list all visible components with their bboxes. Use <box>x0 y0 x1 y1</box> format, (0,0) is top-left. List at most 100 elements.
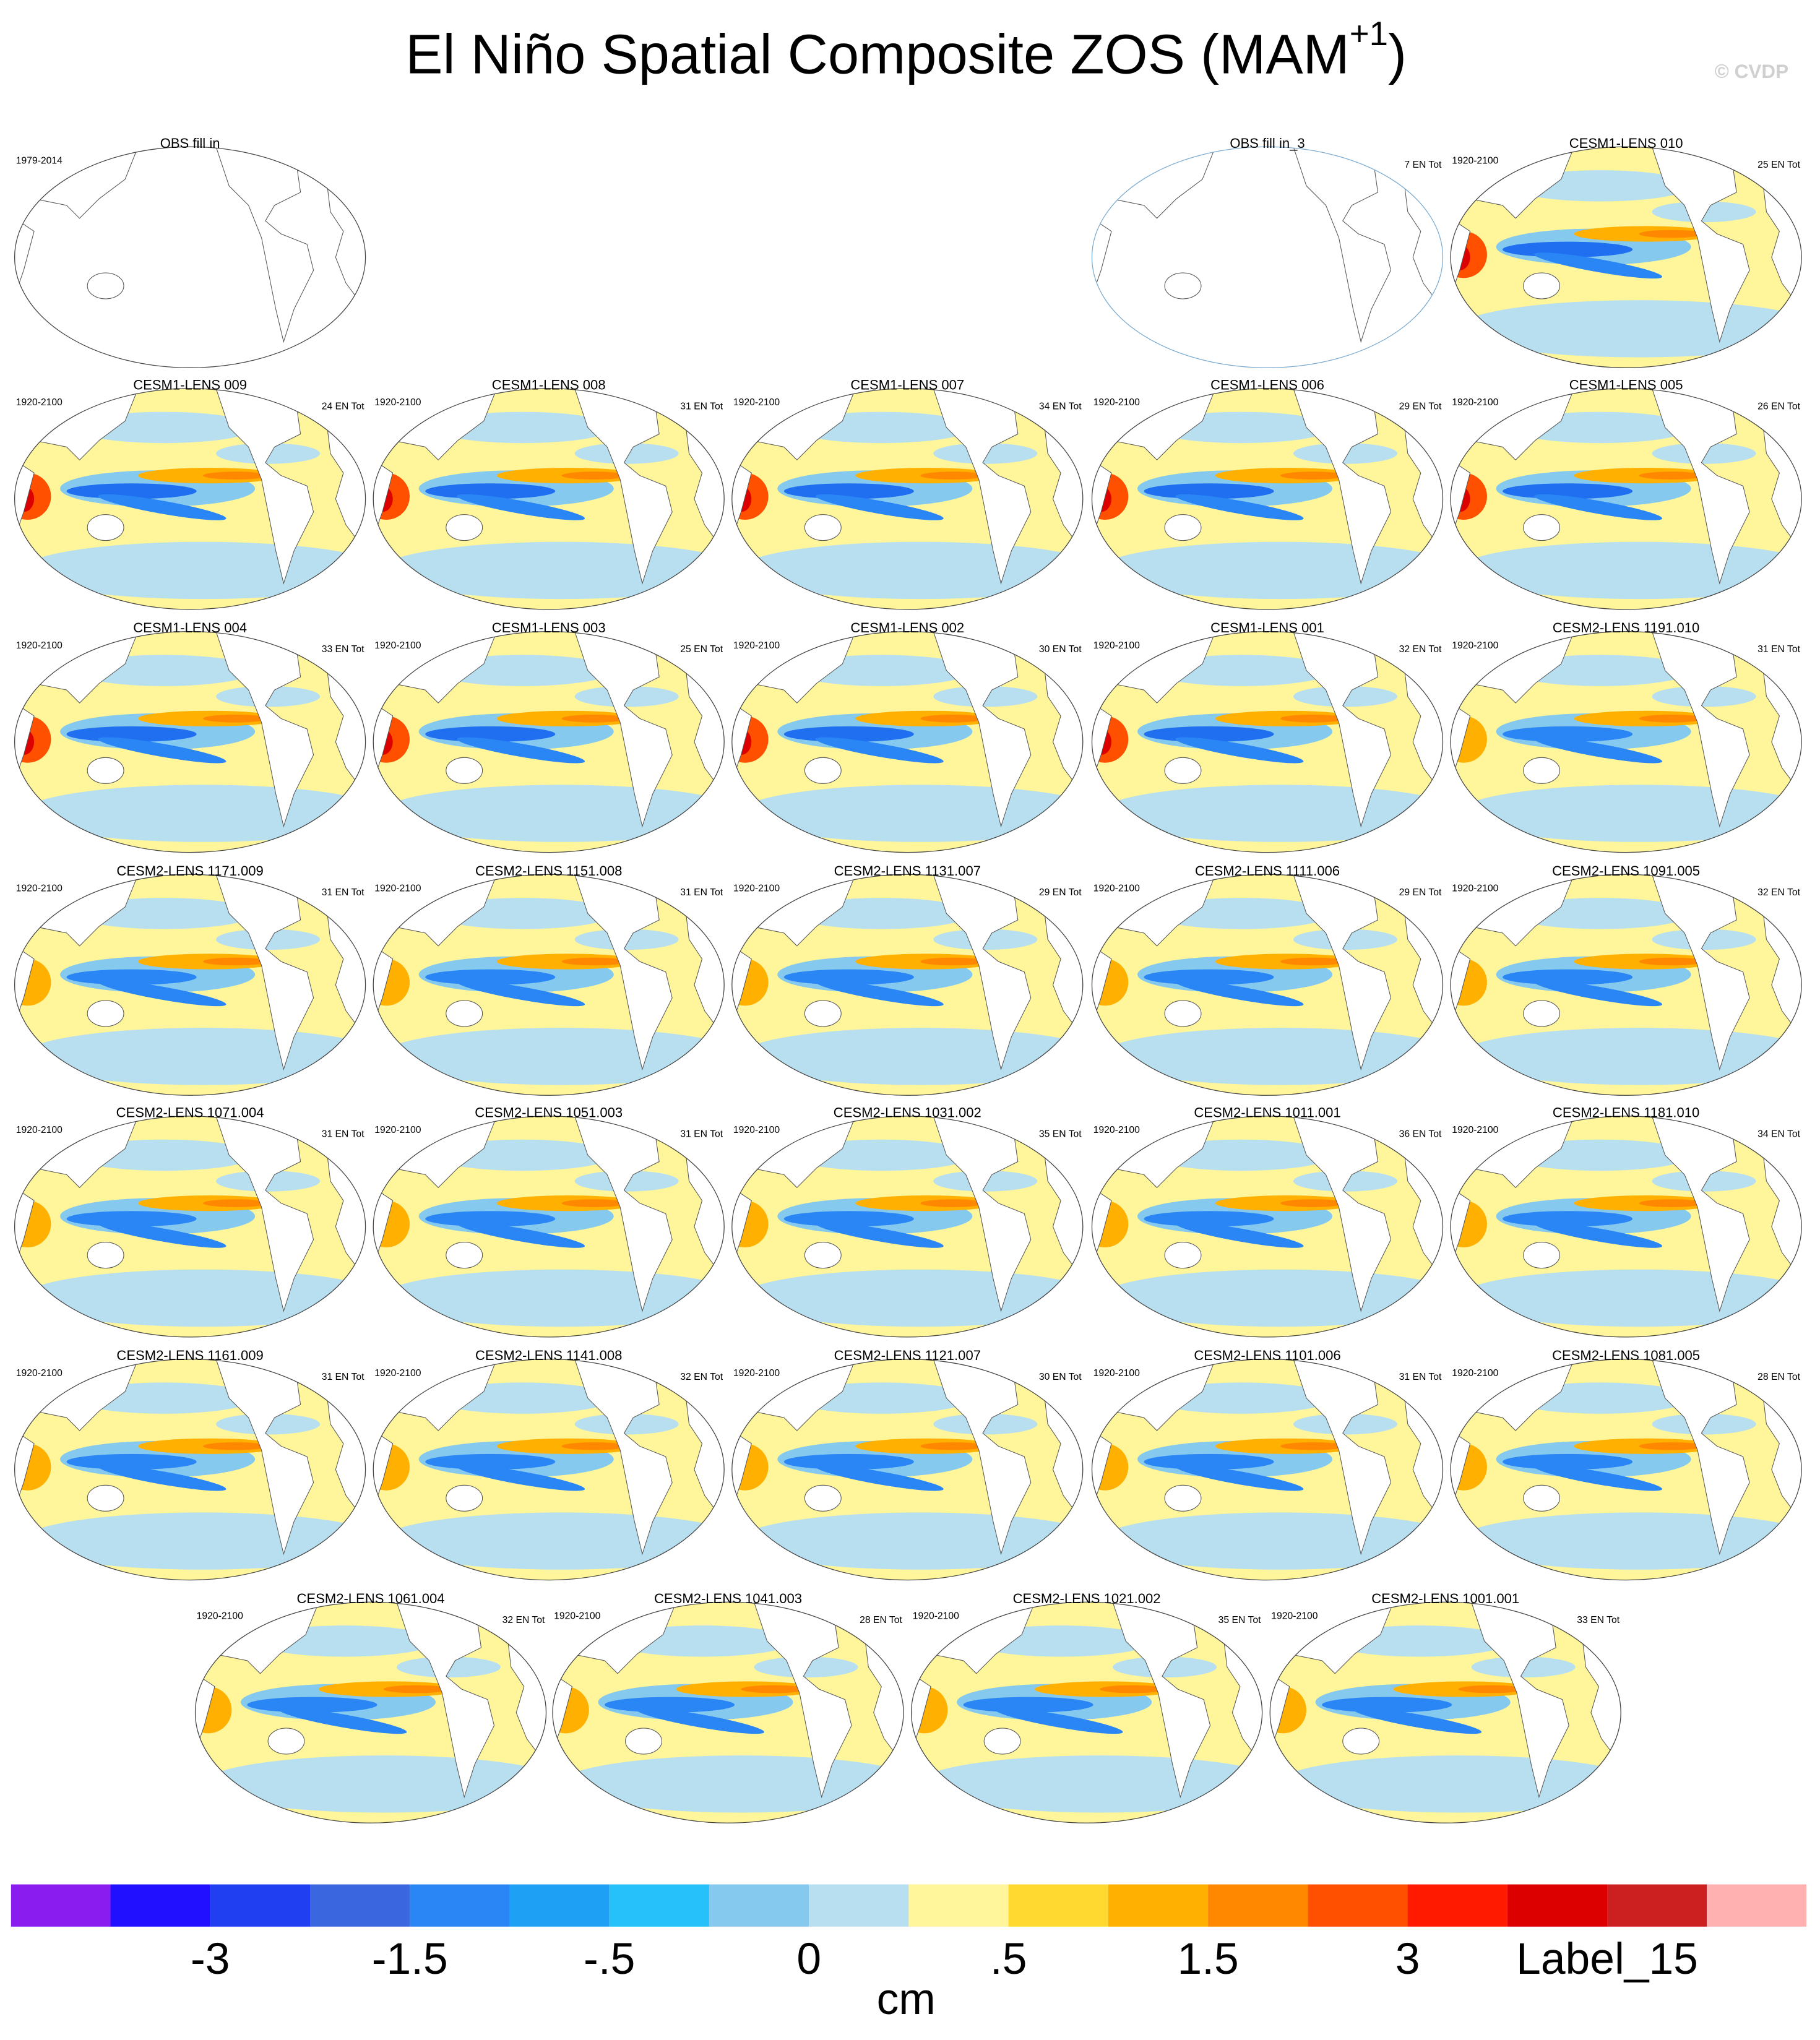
field-shade <box>1457 300 1802 358</box>
field-shade <box>1144 726 1274 742</box>
field-shade <box>636 1708 764 1734</box>
map-outline <box>1091 631 1444 853</box>
map-outline <box>1091 1358 1444 1581</box>
map-panel <box>373 874 725 1096</box>
panel-period: 1920-2100 <box>913 1611 959 1622</box>
field-shade <box>1503 1211 1633 1227</box>
land <box>1092 702 1112 781</box>
map-panel <box>1091 146 1444 368</box>
land <box>1270 1672 1290 1752</box>
panel-title: CESM2-LENS 1101.006 <box>1194 1348 1340 1363</box>
land <box>933 874 1032 1071</box>
field-shade <box>457 1465 585 1491</box>
land <box>14 1187 35 1266</box>
map-outline <box>1450 388 1802 610</box>
field-shade <box>1639 471 1704 480</box>
map-field <box>14 874 366 1085</box>
land <box>731 1430 752 1509</box>
land <box>804 1242 842 1269</box>
field-shade <box>1280 715 1345 723</box>
map-field <box>195 1602 546 1813</box>
panel-count: 28 EN Tot <box>1757 1372 1800 1382</box>
land <box>14 459 35 538</box>
field-shade <box>561 957 627 966</box>
map-panel <box>14 1358 366 1581</box>
map-outline <box>373 1116 725 1338</box>
field-shade <box>1534 1465 1663 1491</box>
field-shade <box>738 1028 1083 1085</box>
land <box>1523 1242 1561 1269</box>
land <box>1293 631 1392 828</box>
land <box>1451 1187 1471 1266</box>
map-field <box>14 1359 366 1570</box>
field-shade <box>783 969 914 985</box>
field-shade <box>98 494 226 520</box>
colorbar-box <box>509 1884 610 1927</box>
map-outline <box>1091 146 1444 368</box>
field-shade <box>605 1697 735 1713</box>
panel-period: 1920-2100 <box>16 1368 63 1379</box>
map-field <box>731 1359 1083 1570</box>
field-shade <box>1534 737 1663 764</box>
field-shade <box>738 1512 1083 1570</box>
panel-count: 29 EN Tot <box>1399 401 1442 411</box>
map-outline <box>194 1601 547 1823</box>
land <box>87 272 124 299</box>
land <box>911 1672 931 1752</box>
land <box>1092 945 1112 1024</box>
map-outline <box>1450 1116 1802 1338</box>
field-shade <box>98 1221 226 1248</box>
land <box>215 388 314 585</box>
field-shade <box>1534 1221 1663 1248</box>
map-panel <box>731 1116 1084 1338</box>
panel-period: 1920-2100 <box>1452 156 1498 166</box>
title-superscript: +1 <box>1350 15 1388 53</box>
field-shade <box>783 726 914 742</box>
panel-title: CESM2-LENS 1111.006 <box>1195 863 1340 879</box>
land <box>446 1484 483 1512</box>
map-field <box>1092 1359 1443 1570</box>
field-shade <box>920 471 986 480</box>
panel-title: CESM2-LENS 1041.003 <box>654 1591 802 1606</box>
land <box>574 388 673 585</box>
land <box>87 1484 124 1512</box>
field-shade <box>457 494 585 520</box>
map-outline <box>731 631 1084 853</box>
panel-count: 32 EN Tot <box>680 1372 723 1382</box>
colorbar-box <box>410 1884 510 1927</box>
panel-title: CESM2-LENS 1081.005 <box>1552 1348 1700 1363</box>
panel-period: 1920-2100 <box>374 1125 421 1135</box>
colorbar-box <box>310 1884 410 1927</box>
land <box>804 1000 842 1027</box>
land <box>1112 1602 1211 1799</box>
field-shade <box>379 1512 725 1570</box>
field-shade <box>1534 252 1663 279</box>
land <box>446 757 483 784</box>
field-shade <box>815 1221 944 1248</box>
panel-count: 29 EN Tot <box>1399 887 1442 898</box>
land <box>1164 1000 1202 1027</box>
panel-title: CESM1-LENS 003 <box>492 620 606 635</box>
field-shade <box>1280 1442 1345 1450</box>
map-field <box>14 631 366 842</box>
panel-count: 31 EN Tot <box>1399 1372 1442 1382</box>
panel-period: 1920-2100 <box>374 397 421 408</box>
field-shade <box>203 957 269 966</box>
panel-title: CESM2-LENS 1141.008 <box>475 1348 622 1363</box>
field-shade <box>1322 1697 1452 1713</box>
land <box>215 147 314 343</box>
panel-title: OBS fill in <box>160 136 220 151</box>
map-outline <box>1091 388 1444 610</box>
map-field <box>1270 1602 1621 1813</box>
field-shade <box>815 494 944 520</box>
colorbar-box <box>809 1884 909 1927</box>
land <box>1451 459 1471 538</box>
land <box>1451 702 1471 781</box>
field-shade <box>457 737 585 764</box>
field-shade <box>21 1512 366 1570</box>
land <box>1092 217 1112 296</box>
field-shade <box>783 1211 914 1227</box>
land <box>14 945 35 1024</box>
